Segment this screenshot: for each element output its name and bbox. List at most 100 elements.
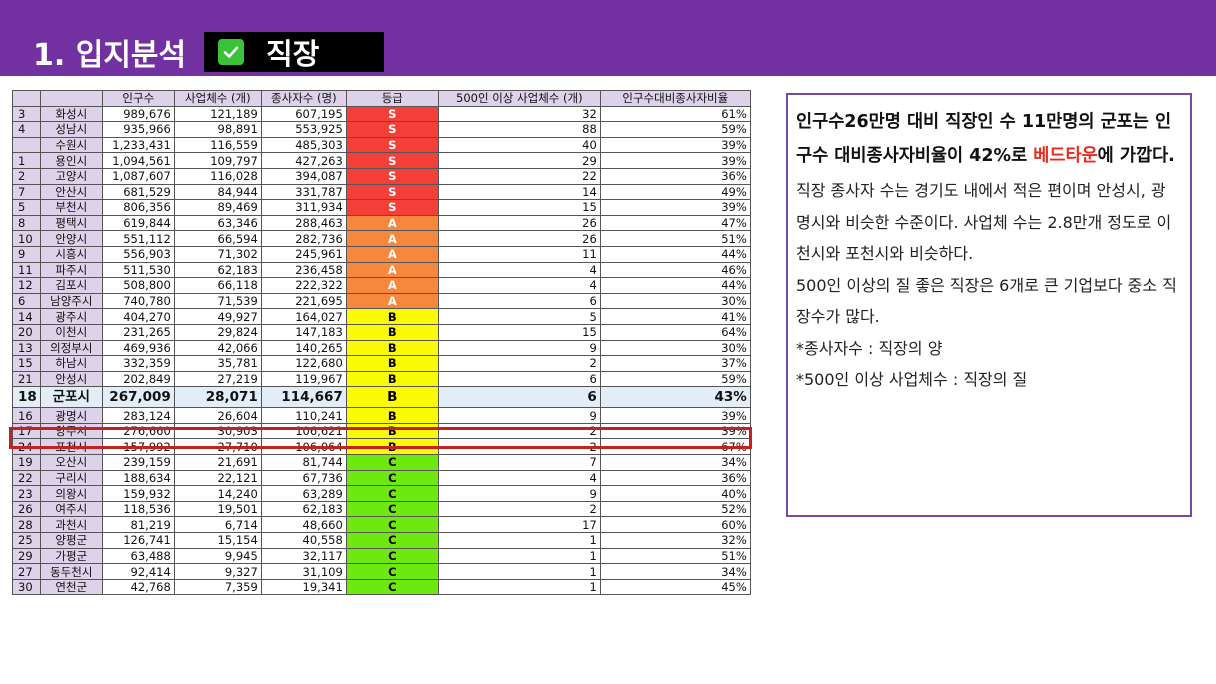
cell-grade: B	[345, 407, 439, 424]
cell-grade: B	[345, 386, 439, 409]
table-row: 3 화성시 989,676 121,189 607,195 S 32 61%	[12, 105, 751, 123]
cell-large: 22	[437, 167, 601, 185]
cell-city: 양평군	[39, 532, 103, 549]
cell-city: 평택시	[39, 214, 103, 232]
cell-rank: 16	[12, 407, 41, 424]
table-row: 5 부천시 806,356 89,469 311,934 S 15 39%	[12, 199, 751, 216]
cell-workers: 31,109	[260, 563, 347, 580]
cell-large: 15	[437, 323, 601, 341]
section-chip-label: 직장	[266, 37, 320, 71]
cell-businesses: 6,714	[173, 516, 262, 534]
cell-ratio: 34%	[599, 454, 751, 471]
cell-workers: 119,967	[260, 370, 347, 388]
cell-workers: 110,241	[260, 407, 347, 424]
cell-grade: B	[345, 370, 439, 388]
table-row: 17 양주시 276,660 30,903 106,621 B 2 39%	[12, 422, 751, 440]
cell-population: 118,536	[101, 500, 175, 518]
cell-businesses: 109,797	[173, 152, 262, 169]
cell-population: 202,849	[101, 370, 175, 388]
cell-workers: 48,660	[260, 516, 347, 534]
cell-ratio: 44%	[599, 245, 751, 263]
cell-businesses: 27,219	[173, 370, 262, 388]
cell-businesses: 121,189	[173, 105, 262, 123]
cell-rank: 1	[12, 152, 41, 169]
cell-ratio: 39%	[599, 422, 751, 440]
cell-rank: 24	[12, 438, 41, 456]
cell-population: 806,356	[101, 199, 175, 216]
cell-businesses: 26,604	[173, 407, 262, 424]
cell-city: 안산시	[39, 183, 103, 201]
cell-grade: C	[345, 532, 439, 549]
cell-large: 7	[437, 454, 601, 471]
cell-large: 9	[437, 339, 601, 357]
cell-large: 5	[437, 308, 601, 325]
cell-businesses: 62,183	[173, 261, 262, 279]
cell-rank: 27	[12, 563, 41, 580]
cell-businesses: 71,302	[173, 245, 262, 263]
cell-rank: 9	[12, 245, 41, 263]
col-header-population: 인구수	[101, 90, 175, 107]
note-headline-part-1: 인구수26만명 대비 직장인 수 11만명의 군포는 인구수 대비종사자비율이 …	[796, 112, 1172, 166]
cell-ratio: 51%	[599, 547, 751, 565]
table-row: 20 이천시 231,265 29,824 147,183 B 15 64%	[12, 323, 751, 341]
cell-ratio: 60%	[599, 516, 751, 534]
gyeonggi-jobs-table: 인구수 사업체수 (개) 종사자수 (명) 등급 500인 이상 사업체수 (개…	[12, 90, 751, 596]
cell-businesses: 66,594	[173, 230, 262, 247]
cell-population: 81,219	[101, 516, 175, 534]
cell-businesses: 15,154	[173, 532, 262, 549]
cell-city: 화성시	[39, 105, 103, 123]
cell-ratio: 46%	[599, 261, 751, 279]
table-row: 8 평택시 619,844 63,346 288,463 A 26 47%	[12, 214, 751, 232]
cell-ratio: 67%	[599, 438, 751, 456]
cell-businesses: 7,359	[173, 578, 262, 596]
cell-ratio: 40%	[599, 485, 751, 502]
cell-grade: A	[345, 214, 439, 232]
cell-population: 332,359	[101, 355, 175, 372]
cell-businesses: 9,945	[173, 547, 262, 565]
cell-rank: 5	[12, 199, 41, 216]
cell-businesses: 89,469	[173, 199, 262, 216]
cell-ratio: 39%	[599, 407, 751, 424]
cell-workers: 221,695	[260, 292, 347, 310]
note-line: 직장 종사자 수는 경기도 내에서 적은 편이며 안성시, 광명시와 비슷한 수…	[796, 181, 1172, 263]
table-row: 1 용인시 1,094,561 109,797 427,263 S 29 39%	[12, 152, 751, 169]
cell-grade: S	[345, 121, 439, 138]
note-line: *종사자수 : 직장의 양	[796, 338, 943, 358]
cell-grade: C	[345, 485, 439, 502]
cell-grade: B	[345, 422, 439, 440]
cell-city: 시흥시	[39, 245, 103, 263]
cell-workers: 67,736	[260, 469, 347, 487]
cell-workers: 106,064	[260, 438, 347, 456]
cell-workers: 147,183	[260, 323, 347, 341]
cell-businesses: 84,944	[173, 183, 262, 201]
cell-city: 양주시	[39, 422, 103, 440]
table-row: 11 파주시 511,530 62,183 236,458 A 4 46%	[12, 261, 751, 279]
cell-rank: 21	[12, 370, 41, 388]
cell-workers: 485,303	[260, 136, 347, 154]
cell-large: 4	[437, 469, 601, 487]
cell-large: 9	[437, 407, 601, 424]
cell-businesses: 30,903	[173, 422, 262, 440]
cell-large: 1	[437, 547, 601, 565]
cell-grade: C	[345, 547, 439, 565]
cell-city: 과천시	[39, 516, 103, 534]
table-row: 14 광주시 404,270 49,927 164,027 B 5 41%	[12, 308, 751, 325]
cell-grade: S	[345, 167, 439, 185]
cell-rank: 26	[12, 500, 41, 518]
cell-grade: A	[345, 292, 439, 310]
cell-city: 고양시	[39, 167, 103, 185]
table-row: 29 가평군 63,488 9,945 32,117 C 1 51%	[12, 547, 751, 565]
cell-rank	[12, 136, 41, 154]
cell-rank: 7	[12, 183, 41, 201]
cell-large: 32	[437, 105, 601, 123]
cell-workers: 114,667	[260, 386, 347, 409]
cell-city: 구리시	[39, 469, 103, 487]
cell-population: 508,800	[101, 277, 175, 294]
table-row: 6 남양주시 740,780 71,539 221,695 A 6 30%	[12, 292, 751, 310]
cell-ratio: 44%	[599, 277, 751, 294]
cell-population: 681,529	[101, 183, 175, 201]
table-row: 24 포천시 157,992 27,710 106,064 B 2 67%	[12, 438, 751, 456]
cell-rank: 14	[12, 308, 41, 325]
section-chip: 직장	[204, 32, 384, 72]
cell-ratio: 34%	[599, 563, 751, 580]
